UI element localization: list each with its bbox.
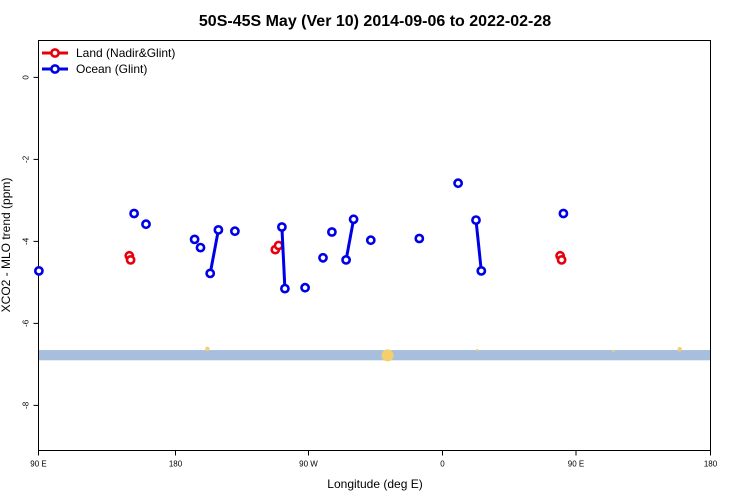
x-tick-label: 90 E bbox=[568, 460, 584, 469]
data-point bbox=[300, 282, 310, 293]
data-point bbox=[471, 215, 481, 225]
data-point bbox=[453, 178, 463, 189]
band-marker bbox=[677, 347, 682, 352]
series-layer bbox=[34, 178, 569, 294]
y-tick-label: -6 bbox=[21, 319, 30, 327]
x-tick-label: 90 E bbox=[30, 460, 46, 469]
x-axis-label: Longitude (deg E) bbox=[327, 477, 422, 491]
data-point bbox=[125, 254, 136, 265]
data-point bbox=[189, 234, 200, 245]
band-marker bbox=[381, 349, 394, 362]
x-tick-label: 90 W bbox=[299, 460, 318, 469]
x-axis: 90 E 180 90 W 0 90 E 180 bbox=[30, 450, 718, 469]
data-point bbox=[205, 268, 216, 279]
data-point bbox=[558, 208, 569, 219]
reference-band bbox=[38, 350, 711, 361]
series-line bbox=[474, 219, 483, 272]
data-point bbox=[348, 214, 359, 225]
y-tick-label: -2 bbox=[21, 155, 30, 163]
series-ocean bbox=[34, 178, 569, 294]
y-tick-label: 0 bbox=[21, 75, 30, 80]
data-point bbox=[229, 226, 240, 237]
data-point bbox=[365, 235, 376, 246]
chart-title: 50S-45S May (Ver 10) 2014-09-06 to 2022-… bbox=[199, 13, 551, 30]
x-tick-label: 180 bbox=[169, 460, 183, 469]
plot-frame bbox=[38, 40, 711, 451]
x-tick-label: 0 bbox=[440, 460, 445, 469]
band-marker bbox=[476, 348, 479, 352]
series-land bbox=[124, 240, 567, 265]
data-point bbox=[556, 254, 567, 265]
data-point bbox=[276, 222, 287, 232]
data-point bbox=[129, 208, 139, 219]
data-point bbox=[414, 233, 425, 244]
legend: Land (Nadir&Glint) Ocean (Glint) bbox=[42, 46, 175, 76]
reference-band-layer bbox=[38, 346, 711, 362]
band-marker bbox=[205, 346, 210, 351]
y-axis: 0 -2 -4 -6 -8 bbox=[21, 75, 39, 409]
legend-marker bbox=[50, 64, 60, 74]
y-tick-label: -8 bbox=[21, 401, 30, 409]
series-line bbox=[208, 229, 220, 274]
data-point bbox=[326, 227, 337, 237]
x-tick-label: 180 bbox=[704, 460, 718, 469]
data-point bbox=[213, 224, 224, 235]
data-point bbox=[318, 252, 328, 263]
y-tick-label: -4 bbox=[21, 237, 30, 245]
data-point bbox=[34, 265, 44, 276]
series-line bbox=[280, 226, 287, 289]
data-point bbox=[341, 254, 351, 265]
series-line bbox=[344, 219, 356, 261]
y-axis-label: XCO2 - MLO trend (ppm) bbox=[0, 178, 13, 313]
data-point bbox=[195, 242, 206, 253]
legend-marker bbox=[50, 48, 60, 58]
band-marker bbox=[612, 350, 615, 353]
data-point bbox=[141, 219, 151, 230]
legend-label: Land (Nadir&Glint) bbox=[76, 46, 175, 60]
data-point bbox=[279, 283, 290, 294]
data-point bbox=[476, 265, 487, 276]
legend-label: Ocean (Glint) bbox=[76, 62, 147, 76]
data-point bbox=[273, 240, 284, 251]
